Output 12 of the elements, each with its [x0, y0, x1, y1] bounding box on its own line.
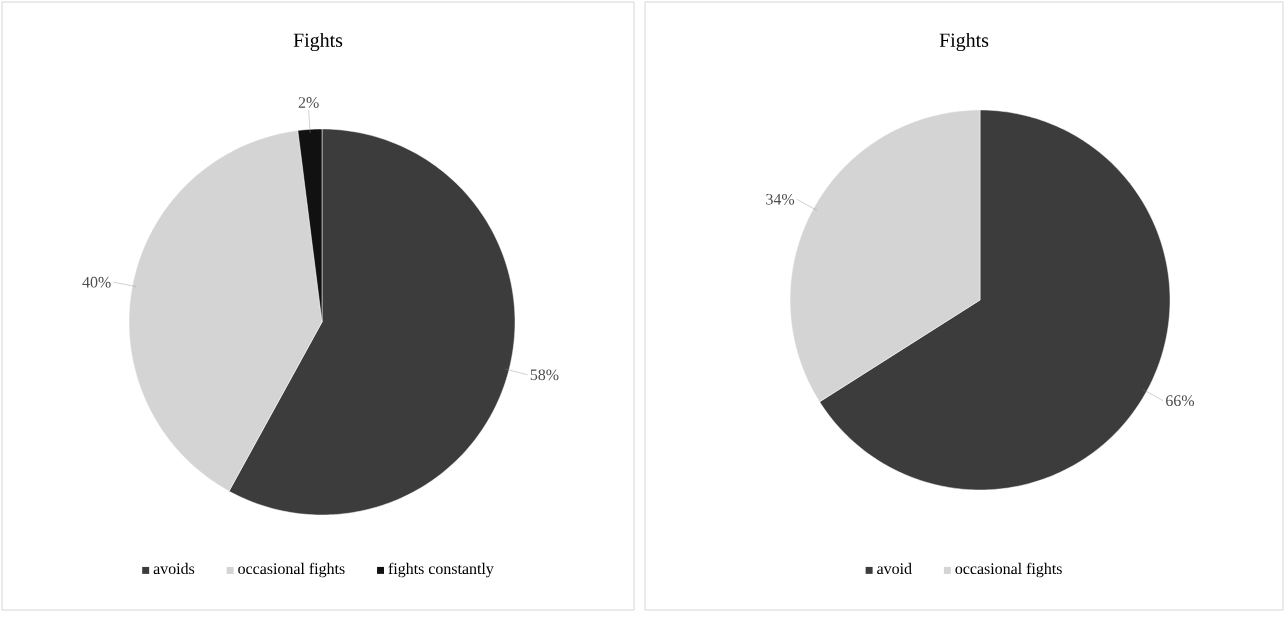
- data-label: 58%: [530, 369, 559, 381]
- legend-label: fights constantly: [388, 562, 494, 578]
- data-label: 66%: [1166, 395, 1195, 407]
- legend-label: avoid: [877, 562, 912, 575]
- data-label: 2%: [298, 97, 319, 108]
- legend-label: occasional fights: [238, 562, 345, 578]
- chart-title: Fights: [293, 32, 343, 52]
- data-label: 34%: [766, 193, 795, 205]
- chart-title: Fights: [939, 32, 989, 52]
- legend-label: occasional fights: [955, 562, 1062, 578]
- legend-label: avoids: [153, 562, 195, 575]
- data-label: 40%: [82, 276, 111, 288]
